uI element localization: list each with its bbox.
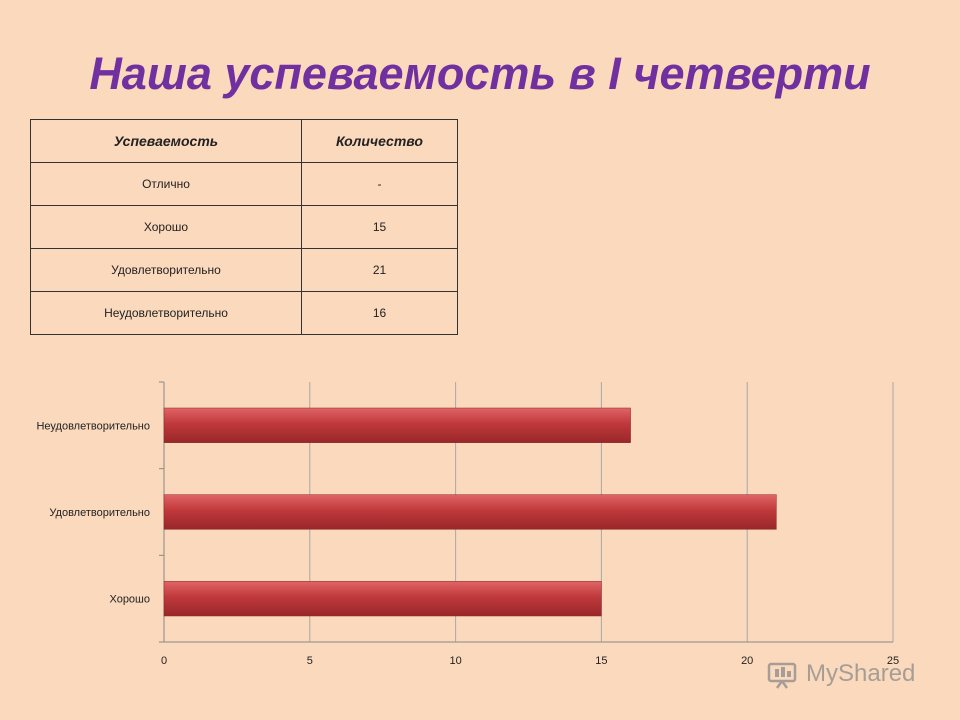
bar (163, 494, 777, 530)
bar (163, 581, 602, 617)
table-row: Хорошо 15 (30, 205, 458, 249)
table-row: Неудовлетворительно 16 (30, 291, 458, 335)
logo-text: MyShared (806, 660, 916, 687)
column-header-count: Количество (301, 119, 458, 163)
x-tick-label: 25 (887, 655, 899, 667)
table-cell-count: 16 (301, 291, 458, 335)
column-header-grade: Успеваемость (30, 119, 302, 163)
table-cell-grade: Неудовлетворительно (30, 291, 302, 335)
logo-icon (767, 662, 797, 689)
bar-chart: 0 5 10 15 20 25 Хорошо Удовлетворительно Неудовл… (36, 381, 899, 667)
x-tick-label: 0 (161, 655, 167, 667)
category-label: Удовлетворительно (49, 507, 150, 519)
slide-title: Наша успеваемость в I четверти (89, 48, 871, 99)
table-row: Удовлетворительно 21 (30, 248, 458, 292)
table-cell-grade: Удовлетворительно (30, 248, 302, 292)
table-cell-count: 21 (301, 248, 458, 292)
table-cell-count: - (301, 162, 458, 206)
table-cell-count: 15 (301, 205, 458, 249)
category-label: Хорошо (109, 594, 150, 606)
chart-labels: 0 5 10 15 20 25 Хорошо Удовлетворительно Неудовл… (36, 420, 899, 667)
table-row: Отлично - (30, 162, 458, 206)
x-tick-label: 15 (595, 655, 607, 667)
x-tick-label: 10 (449, 655, 461, 667)
bar (163, 407, 631, 443)
myshared-logo: MyShared (766, 656, 915, 692)
x-tick-label: 5 (307, 655, 313, 667)
table-header-row: Успеваемость Количество (30, 119, 458, 163)
x-tick-label: 20 (741, 655, 753, 667)
table-cell-grade: Отлично (30, 162, 302, 206)
chart-bars (163, 407, 777, 617)
grades-table: Успеваемость Количество Отлично - Хорошо… (30, 119, 458, 335)
category-label: Неудовлетворительно (36, 420, 150, 432)
table-cell-grade: Хорошо (30, 205, 302, 249)
